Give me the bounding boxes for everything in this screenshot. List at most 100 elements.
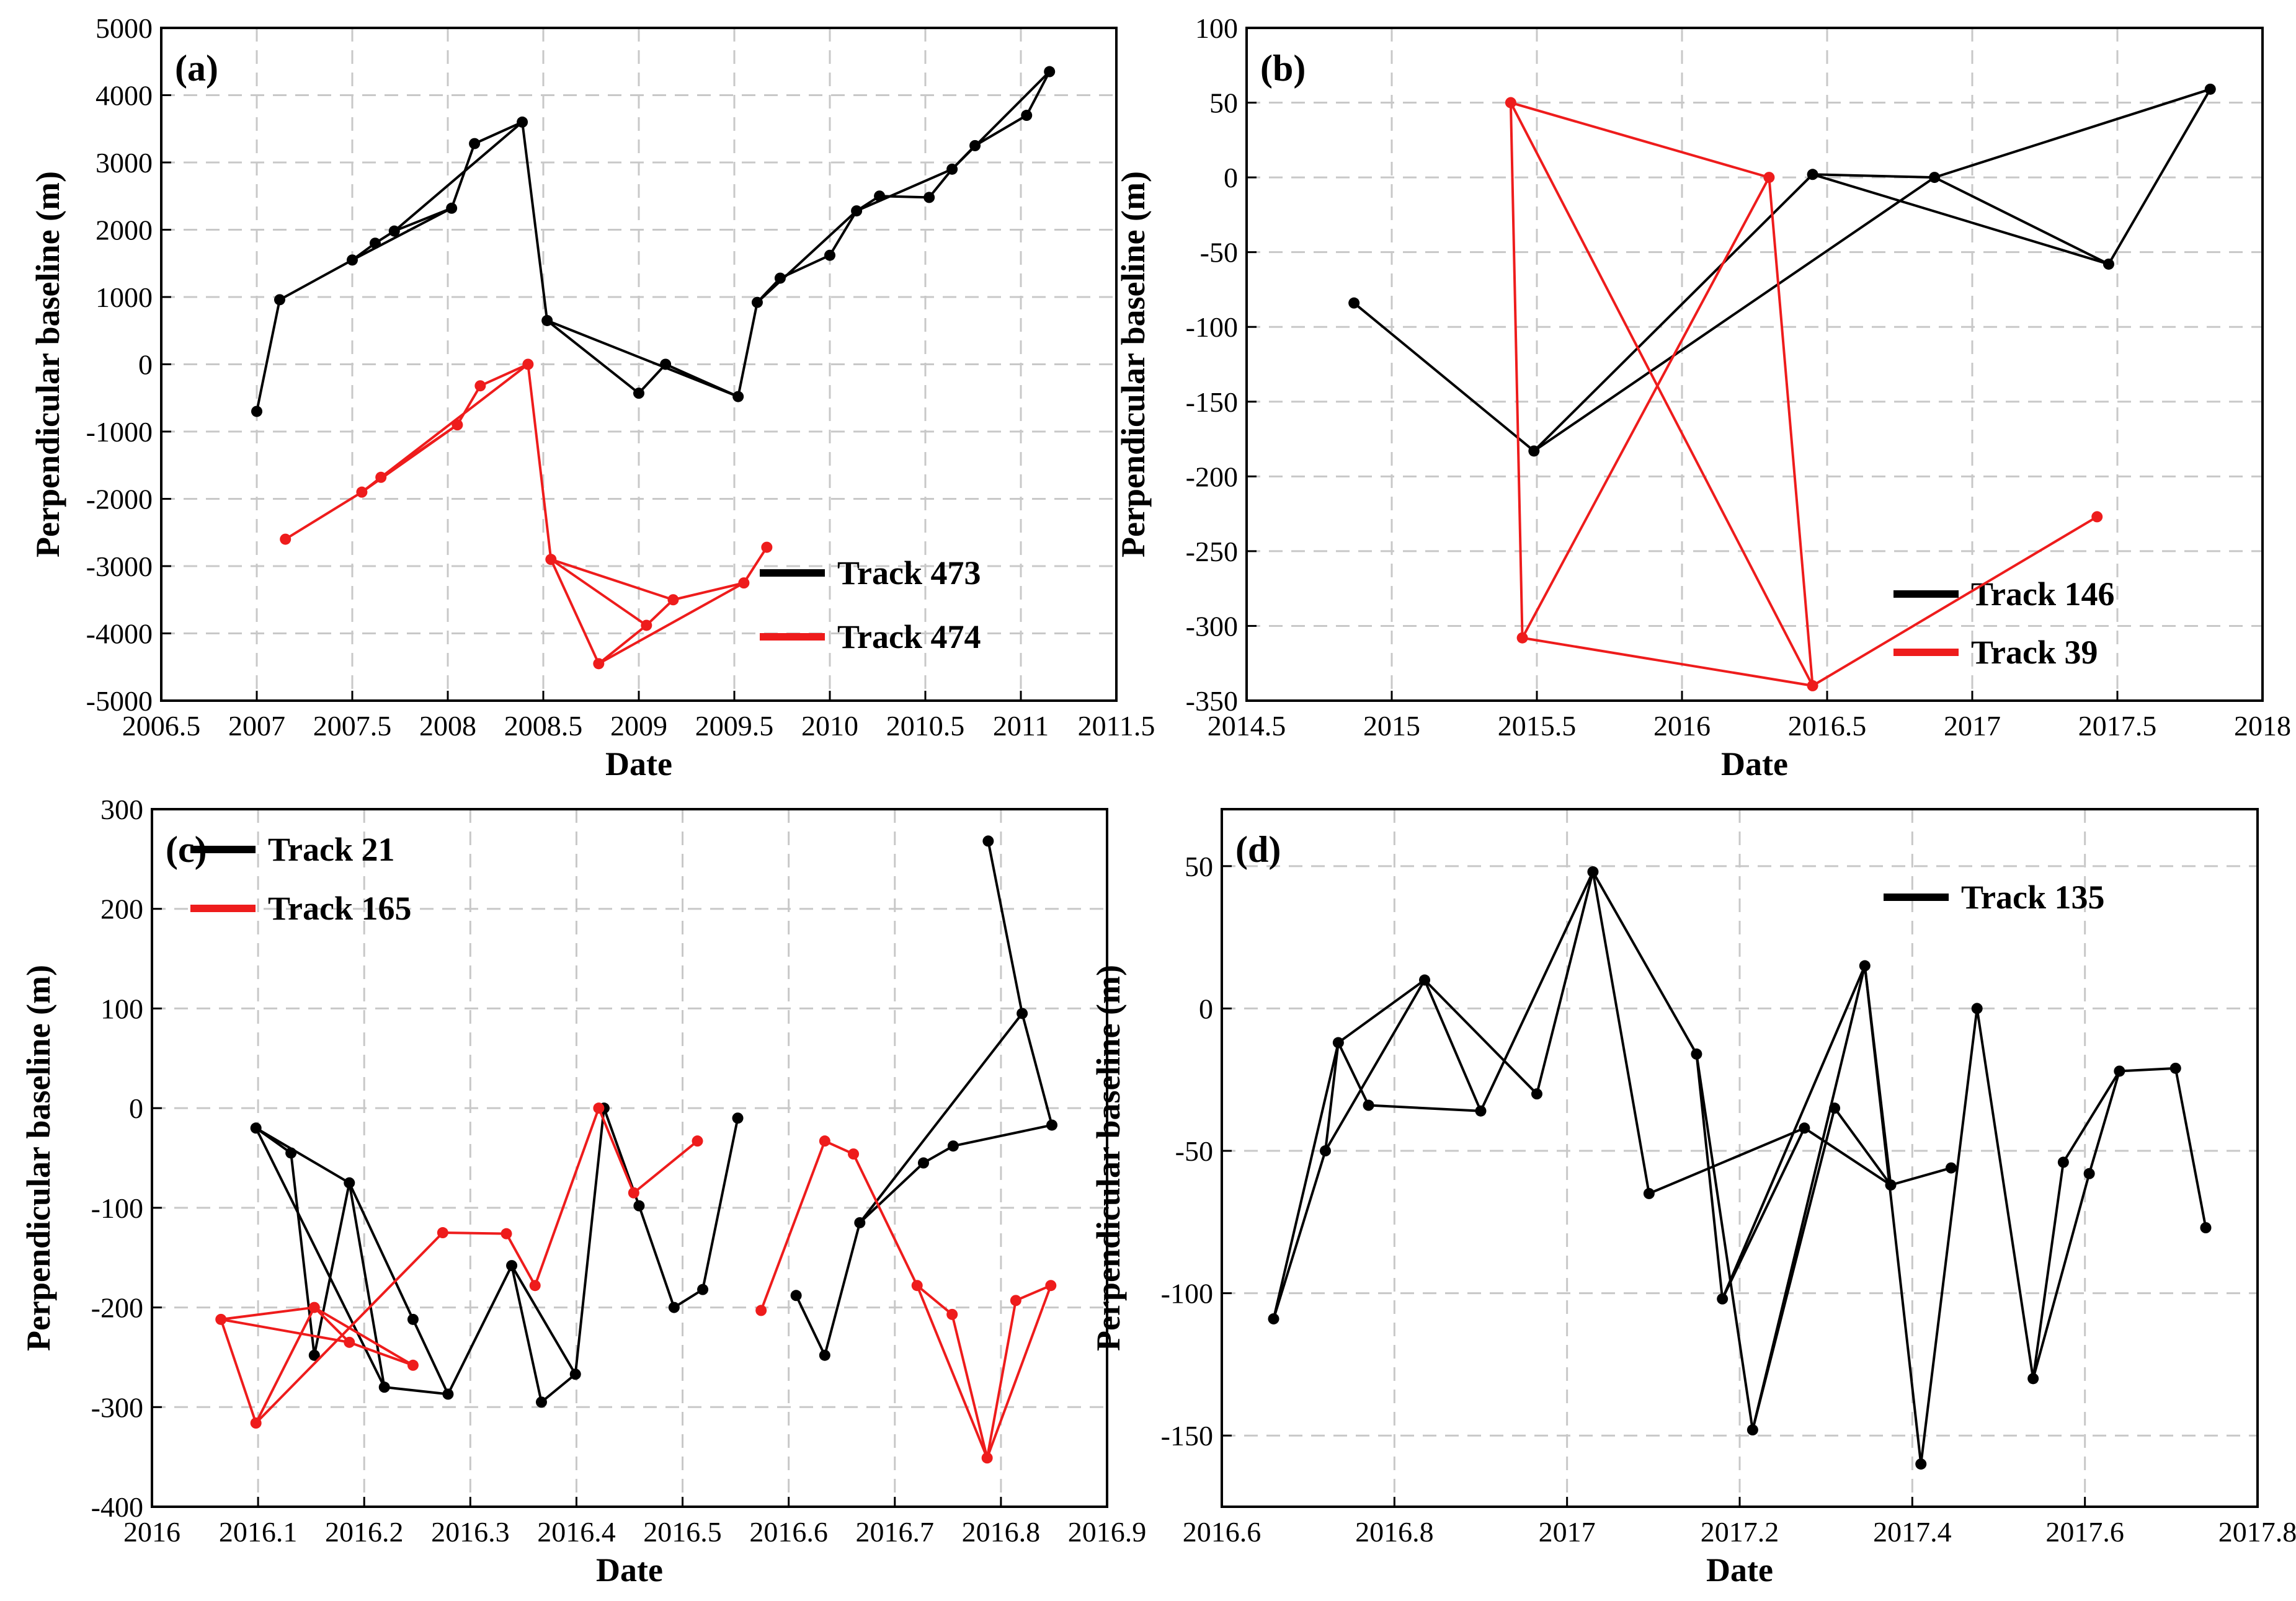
x-tick-label: 2017.6 (2045, 1516, 2124, 1548)
acquisition-point (1010, 1295, 1021, 1306)
baseline-segment (220, 1306, 315, 1321)
x-tick-label: 2016.8 (1355, 1516, 1434, 1548)
chart-panel-1: 2014.5 2015 2015.5 2016 2016.5 2017 2017.5 2018… (1115, 12, 2291, 783)
acquisition-point (274, 294, 285, 306)
acquisition-point (1505, 97, 1516, 109)
acquisition-point (824, 249, 835, 261)
y-tick-label: 4000 (96, 80, 153, 112)
acquisition-point (1320, 1145, 1331, 1157)
x-tick-label: 2017.4 (1873, 1516, 1952, 1548)
baseline-segment (1533, 173, 1814, 452)
x-tick-label: 2006.5 (122, 710, 201, 742)
chart-panel-2: 2016 2016.1 2016.2 2016.3 2016.4 2016.5 2016.6… (20, 794, 1146, 1589)
baseline-segment (1890, 1166, 1952, 1187)
chart-panel-0: 2006.5 2007 2007.5 2008 2008.5 2009 2009.5 2010… (29, 12, 1155, 783)
y-tick-label: 100 (100, 993, 143, 1024)
acquisition-point (697, 1284, 709, 1295)
x-tick-label: 2016.1 (219, 1516, 298, 1548)
baseline-segment (858, 1162, 925, 1224)
baseline-segment (2032, 1162, 2065, 1379)
acquisition-point (250, 1122, 262, 1134)
acquisition-point (1419, 974, 1431, 986)
y-axis-title: Perpendicular baseline (m) (1090, 965, 1127, 1351)
baseline-segment (313, 1306, 414, 1367)
acquisition-point (1915, 1458, 1927, 1470)
acquisition-point (1746, 1424, 1758, 1436)
x-tick-label: 2017.8 (2218, 1516, 2296, 1548)
baseline-segment (1591, 871, 1698, 1055)
series-track-474 (280, 358, 773, 670)
baseline-segment (633, 1140, 698, 1194)
baseline-segment (352, 207, 453, 262)
baseline-segment (574, 1107, 605, 1375)
baseline-segment (550, 559, 600, 665)
acquisition-point (446, 202, 458, 214)
acquisition-point (2204, 83, 2216, 95)
acquisition-point (1807, 680, 1818, 691)
baseline-segment (290, 1153, 316, 1355)
acquisition-point (251, 406, 262, 417)
x-tick-label: 2016.2 (325, 1516, 404, 1548)
baseline-segment (393, 121, 523, 233)
baseline-segment (1751, 965, 1866, 1430)
y-tick-label: -100 (91, 1192, 143, 1224)
y-tick-label: -150 (1161, 1420, 1213, 1452)
baseline-segment (2088, 1070, 2121, 1174)
x-tick-label: 2009 (610, 710, 667, 742)
y-tick-label: 50 (1185, 851, 1213, 882)
baseline-segment (986, 1300, 1017, 1458)
baseline-segment (987, 841, 1024, 1014)
baseline-segment (254, 1306, 316, 1424)
y-tick-label: 5000 (96, 12, 153, 44)
baseline-segment (2032, 1173, 2091, 1379)
plot-frame (1245, 27, 2264, 702)
y-tick-label: -200 (91, 1292, 143, 1324)
legend-label: Track 21 (268, 831, 394, 868)
baseline-segment (829, 210, 858, 256)
baseline-segment (672, 582, 744, 601)
y-tick-label: -5000 (86, 685, 153, 717)
acquisition-point (469, 138, 481, 149)
baseline-segment (638, 363, 667, 394)
baseline-segment (2119, 1067, 2176, 1073)
acquisition-point (529, 1280, 541, 1292)
legend-label: Track 146 (1971, 575, 2114, 613)
baseline-segment (1337, 978, 1426, 1044)
acquisition-point (535, 1396, 547, 1408)
x-tick-label: 2015.5 (1498, 710, 1577, 742)
panel-label: (b) (1260, 48, 1306, 89)
acquisition-point (1363, 1099, 1374, 1111)
y-tick-label: -250 (1186, 536, 1238, 567)
series-track-146 (1348, 83, 2216, 457)
acquisition-point (633, 1200, 645, 1212)
baseline-segment (285, 490, 363, 541)
y-tick-label: 2000 (96, 215, 153, 246)
acquisition-point (545, 554, 557, 565)
acquisition-point (667, 594, 679, 606)
x-tick-label: 2010.5 (886, 710, 965, 742)
x-tick-label: 2016 (1653, 710, 1711, 742)
baseline-segment (1521, 177, 1771, 639)
legend-label: Track 474 (837, 618, 981, 655)
y-tick-label: 300 (100, 794, 143, 825)
baseline-segment (505, 1233, 536, 1287)
acquisition-point (755, 1305, 767, 1316)
baseline-segment (794, 1295, 826, 1356)
baseline-segment (598, 624, 647, 665)
baseline-segment (1721, 1127, 1806, 1300)
baseline-segment (349, 1341, 414, 1367)
baseline-segment (479, 363, 529, 388)
acquisition-point (761, 541, 773, 553)
acquisition-point (1348, 297, 1360, 309)
series-track-165 (215, 1102, 1057, 1464)
y-tick-label: -400 (91, 1491, 143, 1523)
x-tick-label: 2016.5 (1788, 710, 1867, 742)
acquisition-point (628, 1187, 639, 1199)
acquisition-point (1763, 172, 1775, 184)
baseline-segment (951, 71, 1051, 171)
baseline-segment (1804, 1127, 1892, 1186)
acquisition-point (250, 1417, 262, 1429)
acquisition-point (1885, 1179, 1897, 1191)
x-tick-label: 2011.5 (1078, 710, 1155, 742)
acquisition-point (1017, 1008, 1028, 1019)
